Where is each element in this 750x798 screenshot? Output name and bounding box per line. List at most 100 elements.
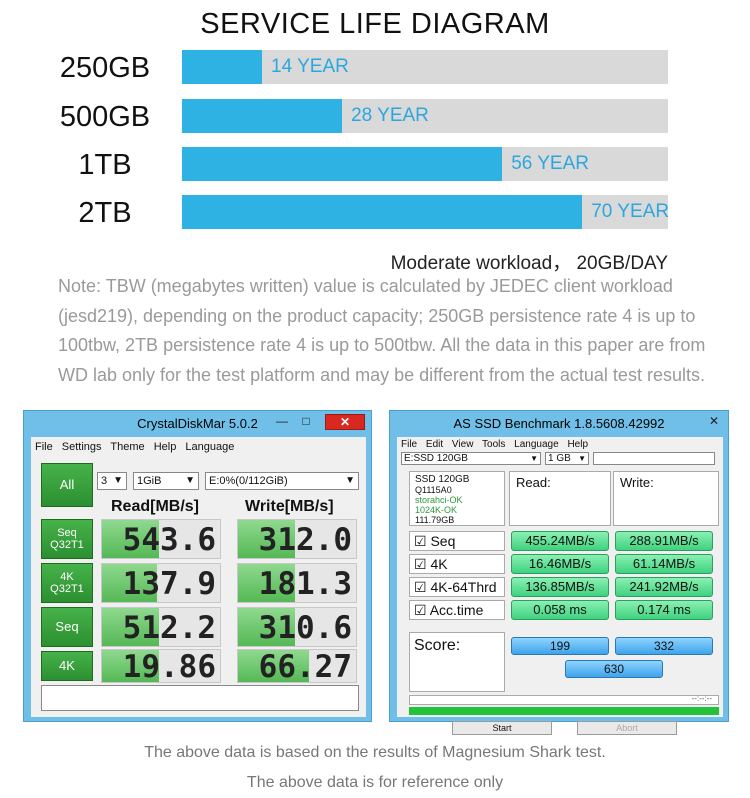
drive-capacity: 111.79GB bbox=[415, 515, 455, 525]
as-size-value: 1 GB bbox=[548, 453, 571, 464]
read-bar bbox=[102, 520, 159, 558]
as-menu-tools[interactable]: Tools bbox=[482, 439, 506, 450]
row-label: 4K bbox=[60, 571, 74, 583]
as-menu-view[interactable]: View bbox=[451, 439, 474, 450]
read-result-cell: 19.86 bbox=[101, 649, 221, 683]
bar-track: 14 YEAR bbox=[182, 50, 668, 84]
read-bar bbox=[102, 564, 158, 602]
as-window-title: AS SSD Benchmark 1.8.5608.42992 bbox=[453, 416, 665, 431]
row-label: Seq bbox=[430, 533, 456, 549]
cdm-menu-help[interactable]: Help bbox=[153, 441, 177, 453]
read-value: 512.2 bbox=[122, 610, 216, 646]
drive-info-panel: SSD 120GB Q1115A0 storahci-OK 1024K-OK 1… bbox=[409, 471, 505, 526]
as-drive-value: E:SSD 120GB bbox=[404, 453, 468, 464]
row-label: 4K-64Thrd bbox=[430, 579, 497, 595]
close-icon[interactable]: ✕ bbox=[708, 414, 720, 428]
score-label: Score: bbox=[409, 632, 505, 692]
abort-button[interactable]: Abort bbox=[577, 721, 677, 735]
size-select[interactable]: 1GiB ▼ bbox=[133, 472, 199, 490]
as-menu-language[interactable]: Language bbox=[514, 439, 559, 450]
note-text: Note: TBW (megabytes written) value is c… bbox=[58, 276, 706, 385]
write-result-cell: 310.6 bbox=[237, 607, 357, 647]
bar bbox=[182, 195, 583, 229]
4k-checkbox[interactable]: ☑ 4K bbox=[409, 554, 505, 574]
chevron-down-icon: ▼ bbox=[113, 475, 123, 486]
capacity-label: 1TB bbox=[78, 149, 132, 181]
write-value: 312.0 bbox=[258, 522, 352, 558]
as-menubar: File Edit View Tools Language Help bbox=[397, 437, 723, 453]
read-value: 137.9 bbox=[122, 566, 216, 602]
as-drive-select[interactable]: E:SSD 120GB ▼ bbox=[401, 452, 541, 465]
as-menu-file[interactable]: File bbox=[401, 439, 418, 450]
close-icon[interactable]: ✕ bbox=[325, 414, 365, 430]
4k-q32t1-button[interactable]: 4K Q32T1 bbox=[41, 563, 93, 603]
seq-checkbox[interactable]: ☑ Seq bbox=[409, 531, 505, 551]
write-result-cell: 66.27 bbox=[237, 649, 357, 683]
as-write-header: Write: bbox=[613, 471, 719, 526]
4k-write-value: 61.14MB/s bbox=[615, 554, 713, 574]
4k-button[interactable]: 4K bbox=[41, 651, 93, 681]
score-read: 199 bbox=[511, 637, 609, 655]
checkbox-icon: ☑ bbox=[414, 533, 427, 549]
read-bar bbox=[102, 608, 159, 646]
cdm-menu-settings[interactable]: Settings bbox=[61, 441, 102, 453]
chart-title: SERVICE LIFE DIAGRAM bbox=[200, 8, 550, 40]
as-blank-field[interactable] bbox=[593, 452, 715, 465]
drive-select[interactable]: E:0%(0/112GiB) ▼ bbox=[205, 472, 359, 490]
bar-value-label: 56 YEAR bbox=[511, 153, 589, 174]
bar-value-label: 28 YEAR bbox=[351, 105, 429, 126]
read-header: Read[MB/s] bbox=[111, 498, 200, 515]
cdm-menu-theme[interactable]: Theme bbox=[110, 441, 145, 453]
status-bar bbox=[409, 707, 719, 715]
cdm-titlebar: CrystalDiskMar 5.0.2 — □ ✕ bbox=[24, 411, 371, 437]
bar-track: 56 YEAR bbox=[182, 147, 668, 181]
capacity-label: 250GB bbox=[59, 52, 151, 84]
cdm-menubar: File Settings Theme Help Language bbox=[31, 439, 366, 455]
as-menu-edit[interactable]: Edit bbox=[425, 439, 444, 450]
seq-read-value: 455.24MB/s bbox=[511, 531, 609, 551]
all-button[interactable]: All bbox=[41, 463, 93, 507]
acc-time-checkbox[interactable]: ☑ Acc.time bbox=[409, 600, 505, 620]
seq-button[interactable]: Seq bbox=[41, 607, 93, 647]
as-client: File Edit View Tools Language Help E:SSD… bbox=[397, 437, 723, 735]
chevron-down-icon: ▼ bbox=[345, 475, 355, 486]
start-button[interactable]: Start bbox=[452, 721, 552, 735]
cdm-menu-language[interactable]: Language bbox=[185, 441, 235, 453]
read-bar bbox=[102, 650, 159, 682]
cdm-menu-file[interactable]: File bbox=[35, 441, 53, 453]
count-select[interactable]: 3 ▼ bbox=[97, 472, 127, 490]
bar bbox=[182, 147, 503, 181]
write-bar bbox=[238, 650, 309, 682]
checkbox-icon: ☑ bbox=[414, 579, 427, 595]
write-value: 66.27 bbox=[258, 649, 352, 683]
bar-track: 70 YEAR bbox=[182, 195, 670, 229]
row-label: Seq bbox=[57, 527, 77, 539]
maximize-icon[interactable]: □ bbox=[302, 414, 310, 428]
count-value: 3 bbox=[101, 475, 108, 487]
minimize-icon[interactable]: — bbox=[276, 414, 288, 428]
read-result-cell: 137.9 bbox=[101, 563, 221, 603]
row-label: 4K bbox=[430, 556, 448, 572]
as-menu-help[interactable]: Help bbox=[567, 439, 589, 450]
read-result-cell: 512.2 bbox=[101, 607, 221, 647]
checkbox-icon: ☑ bbox=[414, 602, 427, 618]
write-value: 181.3 bbox=[258, 566, 352, 602]
read-result-cell: 543.6 bbox=[101, 519, 221, 559]
seq-write-value: 288.91MB/s bbox=[615, 531, 713, 551]
bar-value-label: 70 YEAR bbox=[591, 201, 670, 222]
read-value: 543.6 bbox=[122, 522, 216, 558]
comment-input[interactable] bbox=[41, 685, 359, 711]
write-bar bbox=[238, 564, 295, 602]
drive-model: SSD 120GB bbox=[415, 474, 470, 485]
4k-64thrd-checkbox[interactable]: ☑ 4K-64Thrd bbox=[409, 577, 505, 597]
cdm-window-title: CrystalDiskMar 5.0.2 bbox=[137, 416, 258, 431]
as-size-select[interactable]: 1 GB ▼ bbox=[545, 452, 589, 465]
seq-q32t1-button[interactable]: Seq Q32T1 bbox=[41, 519, 93, 559]
as-read-header: Read: bbox=[509, 471, 611, 526]
size-value: 1GiB bbox=[137, 475, 162, 487]
4k-read-value: 16.46MB/s bbox=[511, 554, 609, 574]
bar bbox=[182, 99, 343, 133]
row-label: Acc.time bbox=[429, 602, 484, 618]
alignment-status: 1024K-OK bbox=[415, 505, 458, 515]
elapsed-time: --:--:-- bbox=[691, 694, 712, 703]
